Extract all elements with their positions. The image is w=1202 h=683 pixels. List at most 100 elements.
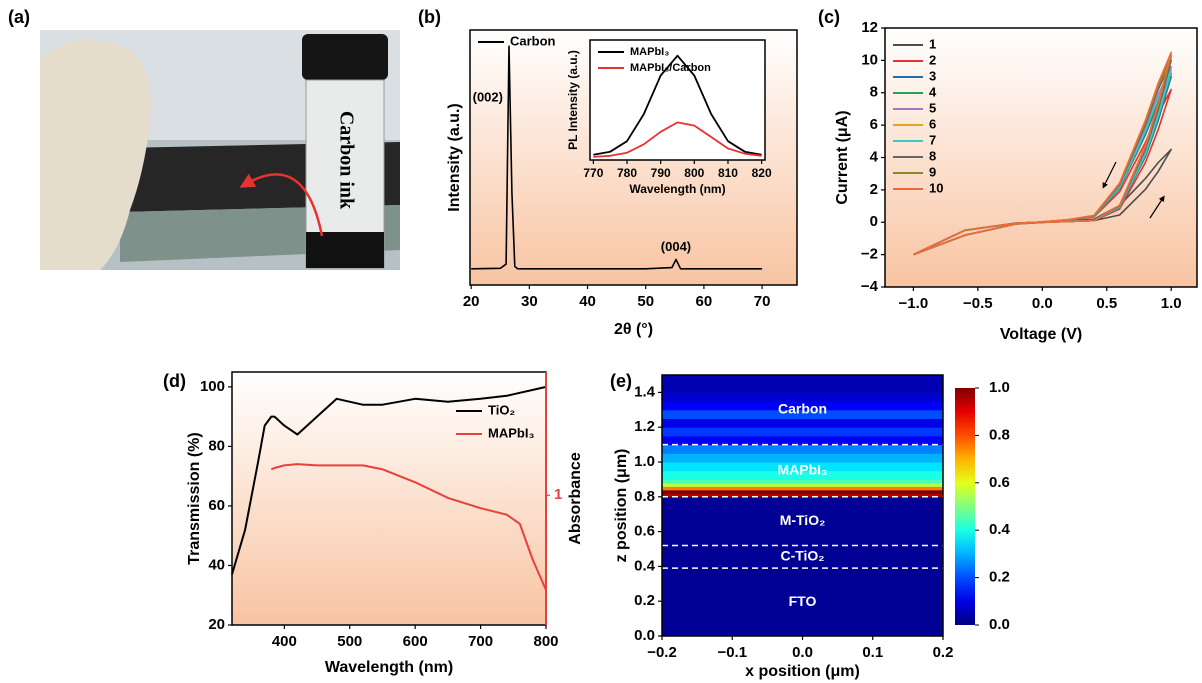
x-tick-label: 30: [521, 293, 538, 310]
x-tick-label: −0.2: [647, 644, 677, 661]
y-tick-label: 6: [870, 116, 878, 133]
hand: [40, 40, 151, 270]
sweep-arrow: [1149, 195, 1165, 219]
y-tick-label: 0.4: [634, 557, 656, 574]
x-tick-label: 780: [617, 166, 637, 180]
layer-label: M-TiO₂: [780, 512, 826, 528]
annotation: (004): [661, 239, 691, 254]
y-axis-label: Current (μA): [834, 110, 851, 204]
data-line: [270, 463, 547, 591]
data-line: [593, 121, 762, 158]
data-line: [593, 54, 762, 156]
y-tick-label: 8: [870, 84, 878, 101]
heat-cell: [662, 444, 943, 454]
plot-bg: [232, 372, 546, 625]
colorbar-tick-label: 0.4: [989, 521, 1011, 538]
legend-label: MAPbI₃/Carbon: [630, 62, 711, 74]
y-axis-label: z position (μm): [613, 449, 630, 563]
y-tick-label: −4: [861, 278, 879, 295]
x-tick-label: 600: [403, 633, 428, 650]
heat-cell: [662, 435, 943, 446]
y-tick-label: 4: [870, 148, 879, 165]
y-tick-label: 1.0: [634, 453, 655, 470]
legend-label: 8: [929, 148, 936, 163]
legend-label: 2: [929, 52, 936, 67]
legend-label: 7: [929, 132, 936, 147]
panel-label: (b): [418, 7, 441, 27]
x-tick-label: 40: [579, 293, 596, 310]
x-tick-label: 810: [718, 166, 738, 180]
x-tick-label: 820: [752, 166, 772, 180]
panel-label: (d): [163, 371, 186, 391]
x-tick-label: 70: [754, 293, 771, 310]
x-tick-label: 0.2: [933, 644, 954, 661]
x-tick-label: −1.0: [899, 295, 929, 312]
colorbar-tick-label: 1.0: [989, 379, 1010, 396]
layer-label: C-TiO₂: [780, 548, 824, 564]
panel-label: (e): [610, 371, 632, 391]
x-tick-label: 0.5: [1096, 295, 1117, 312]
y-tick-label: 12: [861, 19, 878, 36]
plot-frame: [469, 29, 798, 286]
x-tick-label: 500: [337, 633, 362, 650]
colorbar-tick-label: 0.8: [989, 426, 1010, 443]
layer-label: Carbon: [778, 401, 827, 417]
heat-cell: [662, 489, 943, 494]
y-tick-label: 100: [200, 378, 225, 395]
heat-cell: [662, 453, 943, 463]
heat-cell: [662, 418, 943, 428]
y-tick-label: 1.4: [634, 383, 656, 400]
y-tick-label: 2: [870, 181, 878, 198]
heat-cell: [662, 462, 943, 472]
x-axis-label: Voltage (V): [1000, 326, 1082, 343]
x-tick-label: 400: [272, 633, 297, 650]
x-axis-label: x position (μm): [745, 663, 860, 680]
x-tick-label: 0.0: [792, 644, 813, 661]
heat-cell: [662, 409, 943, 419]
x-tick-label: 60: [696, 293, 713, 310]
x-axis-label: Wavelength (nm): [325, 659, 453, 676]
y-tick-label: 1.2: [634, 418, 655, 435]
heat-cell: [662, 392, 943, 402]
x-tick-label: 1.0: [1161, 295, 1182, 312]
heat-cell: [662, 496, 943, 637]
heat-cell: [662, 375, 943, 393]
y-tick-label: 60: [208, 497, 225, 514]
legend-label: 9: [929, 164, 936, 179]
y-axis-label: Transmission (%): [186, 432, 203, 564]
heat-cell: [662, 479, 943, 484]
legend-label: 4: [929, 84, 937, 99]
legend-label: TiO₂: [488, 402, 515, 417]
legend-label: 10: [929, 180, 943, 195]
data-line: [231, 385, 547, 575]
y-axis-label: Intensity (a.u.): [446, 103, 463, 211]
legend-label: 5: [929, 100, 936, 115]
y-tick-label: 0.0: [634, 627, 655, 644]
heat-cell: [662, 427, 943, 437]
colorbar-tick-label: 0.0: [989, 616, 1010, 633]
y-tick-label: 0.2: [634, 592, 655, 609]
heat-cell: [662, 482, 943, 487]
vial-label: Carbon ink: [335, 111, 357, 210]
arrow: [239, 173, 324, 237]
layer-label: FTO: [789, 593, 817, 609]
heat-cell: [662, 486, 943, 491]
x-tick-label: 0.1: [862, 644, 883, 661]
y-tick-label: 0.8: [634, 488, 655, 505]
x-tick-label: −0.5: [963, 295, 993, 312]
sweep-arrow: [1102, 161, 1117, 189]
data-line: [471, 45, 763, 270]
legend-label: 1: [929, 36, 936, 51]
data-line: [913, 51, 1172, 256]
annotation: (002): [473, 90, 503, 105]
x-tick-label: 800: [684, 166, 704, 180]
y-tick-label: 80: [208, 437, 225, 454]
y-axis-label: PL Intensity (a.u.): [566, 50, 580, 150]
x-axis-label: Wavelength (nm): [629, 182, 725, 196]
panel-label: (c): [818, 7, 840, 27]
x-tick-label: −0.1: [717, 644, 747, 661]
layer-label: MAPbI₃: [777, 461, 827, 477]
photo: Carbon ink: [40, 30, 400, 270]
